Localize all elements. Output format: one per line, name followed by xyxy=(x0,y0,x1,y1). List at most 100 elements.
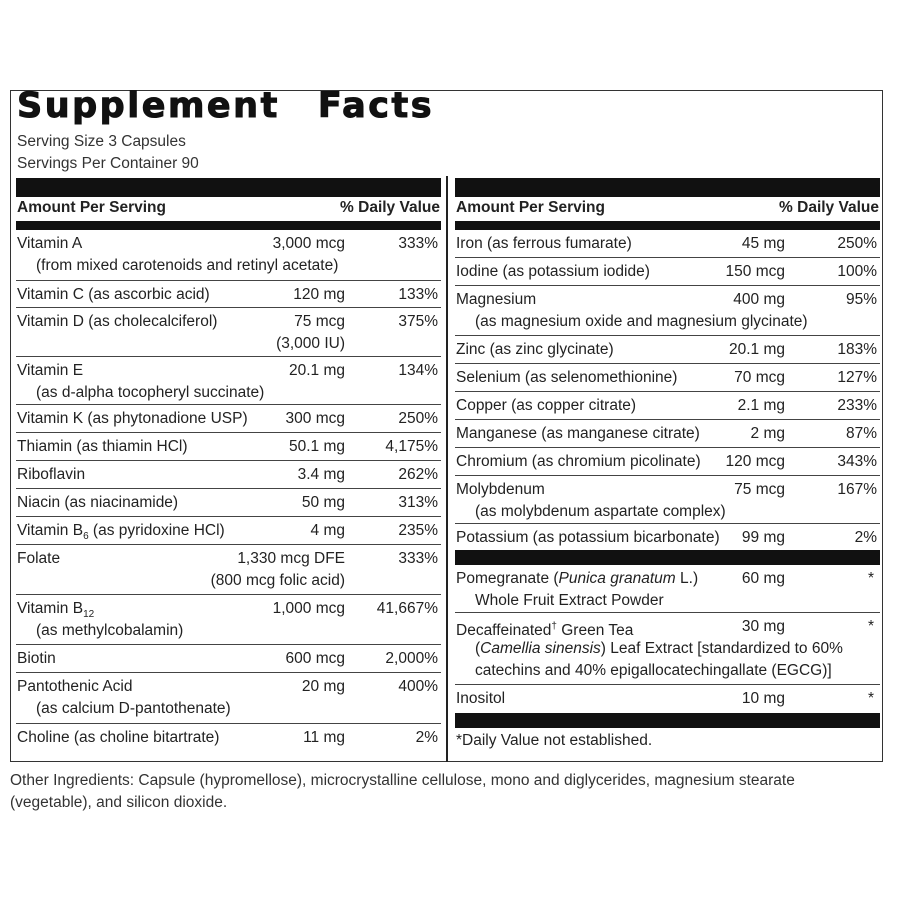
amount: 50.1 mg xyxy=(288,438,345,455)
name-italic: Punica granatum xyxy=(558,570,676,587)
nutrient-name: Pomegranate (Punica granatum L.) xyxy=(456,568,698,590)
panel-title: Supplement Facts xyxy=(17,86,434,127)
amount: 20.1 mg xyxy=(728,341,785,358)
nutrient-row: Vitamin B12 1,000 mcg 41,667% (as methylcob… xyxy=(16,595,441,645)
nutrient-name: Choline (as choline bitartrate) xyxy=(17,727,219,749)
amount: 3,000 mcg xyxy=(272,235,345,252)
description-line: (as d-alpha tocopheryl succinate) xyxy=(36,384,265,401)
daily-value: 183% xyxy=(837,341,877,358)
daily-value-label: % Daily Value xyxy=(340,199,440,216)
daily-value: 235% xyxy=(398,522,438,539)
name-text: Green Tea xyxy=(556,622,634,640)
daily-value: 2% xyxy=(415,729,438,746)
name-text: Vitamin D (as cholecalciferol) xyxy=(17,313,218,330)
nutrient-name: Manganese (as manganese citrate) xyxy=(456,423,700,445)
nutrient-name: Potassium (as potassium bicarbonate) xyxy=(456,527,720,549)
amount: 4 mg xyxy=(310,522,345,539)
other-ingredients: Other Ingredients: Capsule (hypromellose… xyxy=(10,772,795,811)
name-text: Decaffeinated xyxy=(456,622,552,640)
description-line: (as methylcobalamin) xyxy=(36,622,184,639)
column-header: Amount Per Serving % Daily Value xyxy=(455,197,880,221)
nutrient-row: Vitamin B6 (as pyridoxine HCl) 4 mg 235% xyxy=(16,517,441,545)
nutrient-row: Pantothenic Acid 20 mg 400% (as calcium D-p… xyxy=(16,673,441,724)
daily-value: 233% xyxy=(837,397,877,414)
name-text: Pantothenic Acid xyxy=(17,678,133,695)
amount: 70 mcg xyxy=(734,369,785,386)
daily-value: * xyxy=(867,570,874,587)
serving-size: Serving Size 3 Capsules xyxy=(17,133,186,150)
daily-value: 313% xyxy=(398,494,438,511)
left-column: Amount Per Serving % Daily Value Vitamin… xyxy=(16,178,441,752)
daily-value: 250% xyxy=(398,410,438,427)
amount: 2 mg xyxy=(750,425,785,442)
nutrient-name: Zinc (as zinc glycinate) xyxy=(456,339,614,361)
daily-value: 2% xyxy=(854,529,877,546)
daily-value: 343% xyxy=(837,453,877,470)
amount: 120 mcg xyxy=(725,453,785,470)
nutrient-row: Copper (as copper citrate) 2.1 mg 233% xyxy=(455,392,880,420)
name-text: Vitamin E xyxy=(17,362,84,379)
nutrient-row: Iodine (as potassium iodide) 150 mcg 100% xyxy=(455,258,880,286)
name-text: Copper (as copper citrate) xyxy=(456,397,637,414)
amount: 3.4 mg xyxy=(297,466,345,483)
thick-rule xyxy=(455,713,880,728)
amount: 50 mg xyxy=(301,494,345,511)
thick-rule xyxy=(455,178,880,197)
nutrient-name: Biotin xyxy=(17,648,56,670)
name-subscript: 12 xyxy=(83,609,95,621)
nutrient-name: Vitamin K (as phytonadione USP) xyxy=(17,408,248,430)
daily-value: 134% xyxy=(398,362,438,379)
name-text: Niacin (as niacinamide) xyxy=(17,494,179,511)
name-text: Zinc (as zinc glycinate) xyxy=(456,341,614,358)
medium-rule xyxy=(16,221,441,230)
name-text: Thiamin (as thiamin HCl) xyxy=(17,438,188,455)
text: ( xyxy=(475,640,481,657)
thick-rule xyxy=(16,178,441,197)
daily-value: * xyxy=(867,690,874,707)
nutrient-name: Vitamin E xyxy=(17,360,83,382)
nutrient-row: Pomegranate (Punica granatum L.) 60 mg * Wh… xyxy=(455,565,880,613)
nutrient-row: Inositol 10 mg * xyxy=(455,685,880,713)
description-line: (Camellia sinensis) Leaf Extract [standa… xyxy=(475,638,843,660)
nutrient-row: Choline (as choline bitartrate) 11 mg 2% xyxy=(16,724,441,752)
name-text: Vitamin C (as ascorbic acid) xyxy=(17,286,210,303)
text: ) Leaf Extract [standardized to 60% xyxy=(600,640,843,657)
nutrient-row: Magnesium 400 mg 95% (as magnesium oxide an… xyxy=(455,286,880,336)
name-text: Manganese (as manganese citrate) xyxy=(456,425,700,442)
description-line: Whole Fruit Extract Powder xyxy=(475,592,664,609)
italic-text: Camellia sinensis xyxy=(480,640,601,657)
name-text: Selenium (as selenomethionine) xyxy=(456,369,678,386)
nutrient-name: Copper (as copper citrate) xyxy=(456,395,636,417)
nutrient-row: Iron (as ferrous fumarate) 45 mg 250% xyxy=(455,230,880,258)
nutrient-row: Manganese (as manganese citrate) 2 mg 87% xyxy=(455,420,880,448)
amount: 60 mg xyxy=(741,570,785,587)
amount: 11 mg xyxy=(303,729,345,746)
daily-value: 333% xyxy=(398,550,438,567)
nutrient-row: Vitamin E 20.1 mg 134% (as d-alpha tocopher… xyxy=(16,357,441,405)
name-text: (as pyridoxine HCl) xyxy=(88,522,225,539)
footnote: *Daily Value not established. xyxy=(456,732,653,749)
daily-value: 133% xyxy=(398,286,438,303)
amount: 600 mcg xyxy=(285,650,345,667)
nutrient-name: Vitamin C (as ascorbic acid) xyxy=(17,284,210,306)
name-text: Chromium (as chromium picolinate) xyxy=(456,453,701,470)
title-word: Supplement xyxy=(17,86,280,127)
nutrient-row: Vitamin K (as phytonadione USP) 300 mcg 25… xyxy=(16,405,441,433)
name-text: Potassium (as potassium bicarbonate) xyxy=(456,529,720,546)
amount: 400 mg xyxy=(733,291,785,308)
nutrient-row: Selenium (as selenomethionine) 70 mcg 127% xyxy=(455,364,880,392)
name-text: Pomegranate ( xyxy=(456,570,559,587)
nutrient-name: Pantothenic Acid xyxy=(17,676,132,698)
daily-value: 167% xyxy=(837,481,877,498)
amount: 150 mcg xyxy=(725,263,785,280)
nutrient-name: Vitamin B6 (as pyridoxine HCl) xyxy=(17,520,225,548)
amount-note: (800 mcg folic acid) xyxy=(210,572,345,589)
daily-value: 4,175% xyxy=(385,438,438,455)
nutrient-name: Vitamin A xyxy=(17,233,82,255)
column-divider xyxy=(446,176,448,762)
nutrient-name: Molybdenum xyxy=(456,479,545,501)
amount: 99 mg xyxy=(741,529,785,546)
amount: 2.1 mg xyxy=(737,397,785,414)
daily-value: 41,667% xyxy=(376,600,438,617)
nutrient-name: Iron (as ferrous fumarate) xyxy=(456,233,632,255)
